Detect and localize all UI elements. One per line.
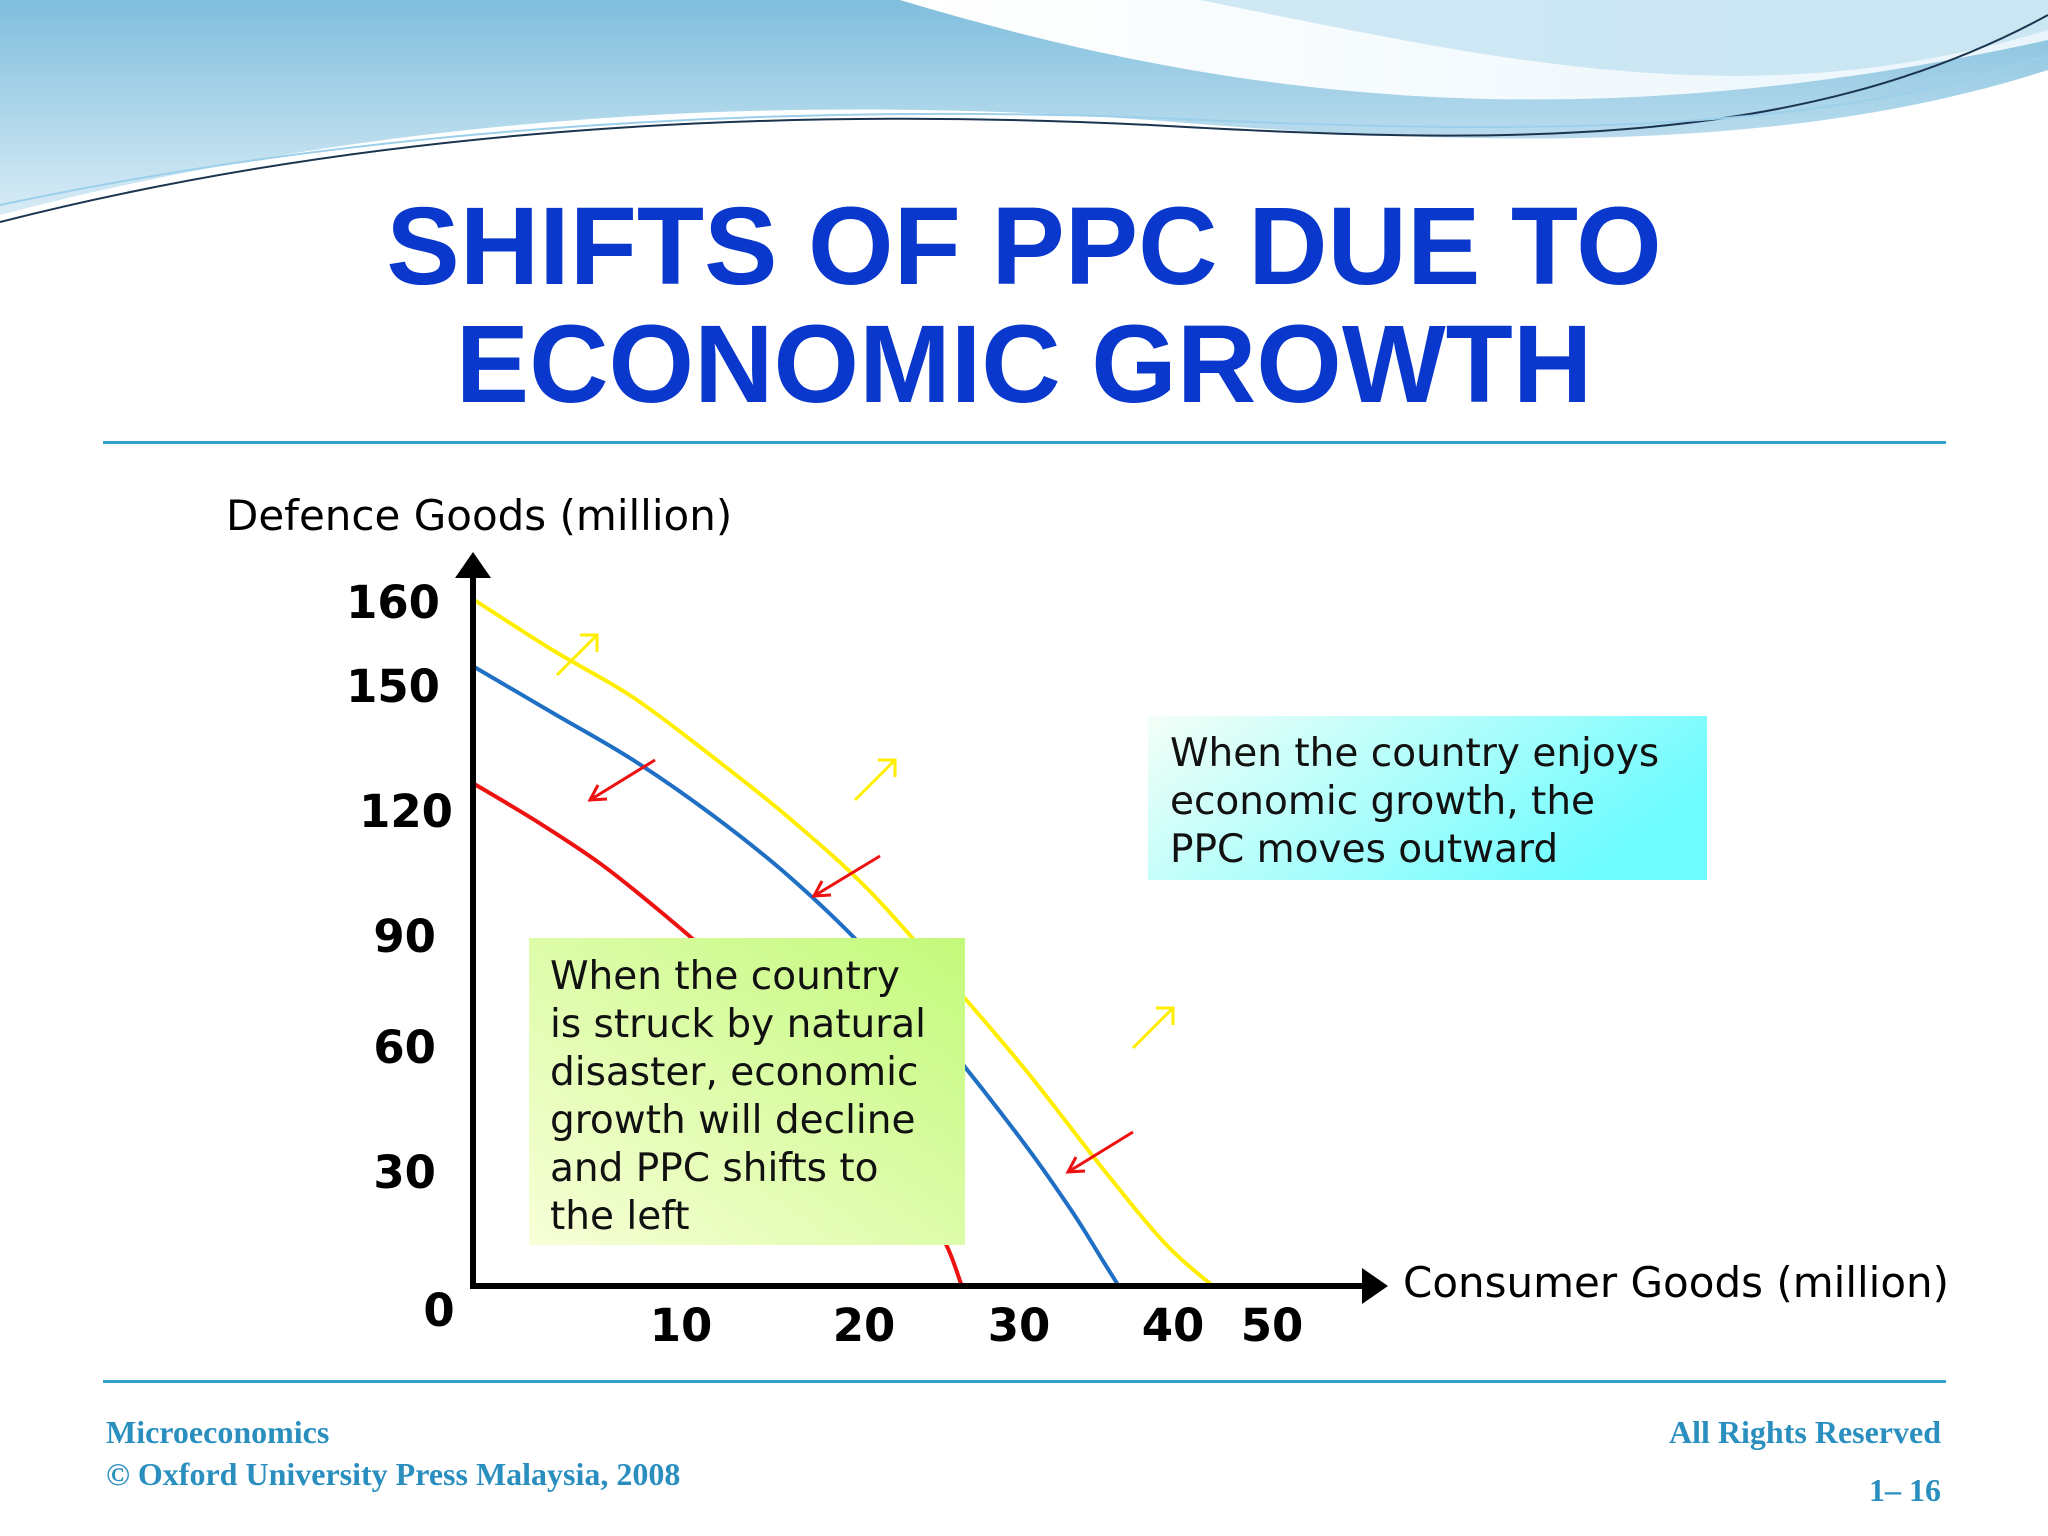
inward-shift-arrow xyxy=(1065,1130,1134,1174)
x-tick-label: 40 xyxy=(1142,1299,1205,1352)
footer-right: All Rights Reserved 1– 16 xyxy=(1669,1411,1941,1511)
growth-note-line-1: When the country enjoys xyxy=(1170,731,1659,776)
y-tick-label: 60 xyxy=(373,1021,436,1074)
growth-note-line-2: economic growth, the xyxy=(1170,779,1595,824)
footer-copyright: © Oxford University Press Malaysia, 2008 xyxy=(106,1456,681,1492)
slide-title-line-2: ECONOMIC GROWTH xyxy=(455,303,1593,426)
decline-note-line-1: When the country xyxy=(550,954,900,999)
y-axis-label: Defence Goods (million) xyxy=(226,491,732,540)
ppc-curve-outward xyxy=(473,598,1215,1288)
outward-shift-arrow xyxy=(555,633,599,677)
decline-note-box xyxy=(529,938,965,1245)
growth-note-box xyxy=(1148,716,1707,880)
x-axis-arrowhead xyxy=(1362,1268,1388,1304)
x-axis-label: Consumer Goods (million) xyxy=(1403,1258,1949,1307)
outward-shift-arrows xyxy=(555,633,1175,1050)
y-tick-label: 90 xyxy=(373,910,436,963)
y-tick-label: 120 xyxy=(359,785,453,838)
x-tick-label: 30 xyxy=(988,1299,1051,1352)
growth-note-line-3: PPC moves outward xyxy=(1170,827,1558,872)
decline-note-line-6: the left xyxy=(550,1194,690,1239)
x-tick-label: 50 xyxy=(1241,1299,1304,1352)
x-tick-label: 10 xyxy=(650,1299,713,1352)
x-tick-label: 20 xyxy=(833,1299,896,1352)
slide-title-line-1: SHIFTS OF PPC DUE TO xyxy=(386,185,1662,308)
decline-note-line-4: growth will decline xyxy=(550,1098,915,1143)
footer-divider xyxy=(103,1380,1946,1383)
title-divider xyxy=(103,441,1946,444)
footer-left: Microeconomics © Oxford University Press… xyxy=(106,1411,680,1495)
y-axis-arrowhead xyxy=(455,552,491,578)
decline-note-line-2: is struck by natural xyxy=(550,1002,926,1047)
inward-shift-arrows xyxy=(587,758,1134,1174)
y-tick-label: 30 xyxy=(373,1146,436,1199)
y-tick-label: 150 xyxy=(346,660,440,713)
decline-note-line-5: and PPC shifts to xyxy=(550,1146,879,1191)
slide-title: SHIFTS OF PPC DUE TO ECONOMIC GROWTH xyxy=(0,188,2048,424)
origin-label: 0 xyxy=(423,1284,454,1337)
y-tick-label: 160 xyxy=(346,576,440,629)
inward-shift-arrow xyxy=(587,758,656,802)
outward-shift-arrow xyxy=(853,758,897,802)
slide-number: 1– 16 xyxy=(1869,1472,1941,1508)
footer-course-name: Microeconomics xyxy=(106,1414,330,1450)
inward-shift-arrow xyxy=(811,854,881,898)
header-wave-banner xyxy=(0,0,2048,223)
decline-note-line-3: disaster, economic xyxy=(550,1050,918,1095)
footer-rights: All Rights Reserved xyxy=(1669,1414,1941,1450)
outward-shift-arrow xyxy=(1131,1006,1175,1050)
